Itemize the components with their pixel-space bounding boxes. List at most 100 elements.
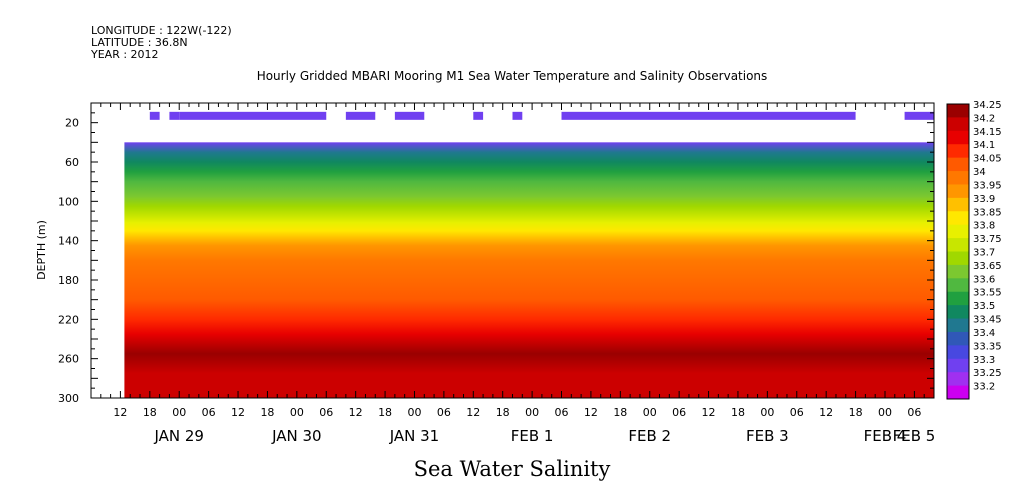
x-hour-tick-label: 00 — [760, 406, 774, 419]
y-tick-label: 60 — [65, 156, 79, 169]
colorbar-swatch — [947, 104, 969, 118]
x-hour-tick-label: 00 — [172, 406, 186, 419]
plot-area — [90, 102, 935, 399]
near-surface-segment — [473, 111, 484, 120]
x-hour-tick-label: 06 — [555, 406, 569, 419]
colorbar-frame — [946, 103, 970, 400]
x-hour-tick-label: 00 — [643, 406, 657, 419]
colorbar-swatch — [947, 264, 969, 279]
near-surface-segment — [904, 111, 934, 120]
colorbar-label: 33.4 — [973, 328, 995, 339]
colorbar-label: 33.8 — [973, 221, 995, 232]
x-day-label: JAN 30 — [271, 427, 322, 445]
x-hour-tick-label: 06 — [202, 406, 216, 419]
x-hour-tick-label: 12 — [231, 406, 245, 419]
colorbar-swatch — [947, 171, 969, 185]
latitude-label: LATITUDE : 36.8N — [91, 36, 188, 49]
near-surface-segment — [561, 111, 856, 120]
x-axis: 12 18 00 06 12 18 00 06 12 18 00 06 12 18 00 06 12 18 00 06… — [90, 103, 936, 445]
colorbar-swatch — [947, 144, 969, 159]
x-day-label: FEB 4 — [864, 427, 907, 445]
near-surface-segment — [512, 111, 523, 120]
colorbar-swatch — [947, 238, 969, 252]
x-hour-tick-label: 00 — [878, 406, 892, 419]
x-hour-tick-label: 12 — [584, 406, 598, 419]
colorbar-label: 33.35 — [973, 341, 1002, 352]
x-hour-tick-label: 12 — [113, 406, 127, 419]
x-hour-tick-label: 12 — [702, 406, 716, 419]
y-tick-label: 220 — [58, 313, 79, 326]
longitude-label: LONGITUDE : 122W(-122) — [91, 24, 232, 37]
colorbar-label: 34.2 — [973, 113, 995, 124]
x-hour-tick-label: 18 — [613, 406, 627, 419]
colorbar-swatch — [947, 291, 969, 306]
x-axis-label: Sea Water Salinity — [414, 457, 611, 481]
near-surface-segment — [179, 111, 327, 120]
x-day-label: FEB 2 — [628, 427, 671, 445]
x-day-label: JAN 29 — [153, 427, 204, 445]
x-hour-tick-label: 12 — [466, 406, 480, 419]
x-hour-tick-label: 06 — [437, 406, 451, 419]
x-hour-tick-label: 06 — [672, 406, 686, 419]
colorbar-swatch — [947, 130, 969, 145]
colorbar-label: 33.25 — [973, 368, 1002, 379]
x-hour-tick-label: 18 — [731, 406, 745, 419]
colorbar-label: 33.6 — [973, 274, 995, 285]
x-hour-tick-label: 18 — [378, 406, 392, 419]
y-tick-label: 20 — [65, 117, 79, 130]
colorbar-swatch — [947, 305, 969, 320]
x-hour-tick-label: 06 — [319, 406, 333, 419]
colorbar-label: 33.95 — [973, 180, 1002, 191]
y-tick-label: 180 — [58, 274, 79, 287]
colorbar-swatch — [947, 117, 969, 132]
colorbar-swatch — [947, 184, 969, 199]
y-tick-label: 260 — [58, 353, 79, 366]
x-hour-tick-label: 18 — [849, 406, 863, 419]
colorbar-label: 33.9 — [973, 194, 995, 205]
y-axis-label: DEPTH (m) — [35, 220, 48, 280]
colorbar-label: 33.85 — [973, 207, 1002, 218]
x-hour-tick-label: 06 — [790, 406, 804, 419]
y-tick-label: 100 — [58, 195, 79, 208]
near-surface-segment — [169, 111, 180, 120]
colorbar-label: 34.1 — [973, 140, 995, 151]
colorbar-label: 33.7 — [973, 248, 995, 259]
colorbar-legend: 34.25 34.2 34.15 34.1 34.05 34 33.95 33.9 33.85 3… — [946, 100, 1002, 400]
colorbar-swatch — [947, 211, 969, 226]
x-hour-tick-label: 12 — [819, 406, 833, 419]
colorbar-swatch — [947, 345, 969, 360]
y-tick-label: 140 — [58, 235, 79, 248]
colorbar-swatch — [947, 372, 969, 387]
colorbar-label: 34.05 — [973, 154, 1002, 165]
colorbar-swatch — [947, 318, 969, 333]
colorbar-label: 34.25 — [973, 100, 1002, 111]
colorbar-label: 33.2 — [973, 382, 995, 393]
near-surface-segment — [345, 111, 376, 120]
x-day-label: FEB 1 — [511, 427, 554, 445]
year-label: YEAR : 2012 — [90, 48, 159, 61]
x-hour-tick-label: 00 — [290, 406, 304, 419]
colorbar-swatch — [947, 157, 969, 172]
salinity-field — [124, 111, 934, 398]
colorbar-swatch — [947, 331, 969, 346]
near-surface-segment — [394, 111, 425, 120]
colorbar-swatch — [947, 197, 969, 212]
colorbar-label: 34 — [973, 167, 986, 178]
colorbar-swatch — [947, 278, 969, 293]
colorbar-swatch — [947, 358, 969, 373]
salinity-contour-fill — [124, 142, 934, 398]
x-day-label: FEB 5 — [893, 427, 936, 445]
colorbar-label: 33.5 — [973, 301, 995, 312]
x-day-label: FEB 3 — [746, 427, 789, 445]
chart-title: Hourly Gridded MBARI Mooring M1 Sea Wate… — [257, 69, 768, 83]
y-axis: 20 60 100 140 180 220 260 300 — [58, 102, 934, 405]
colorbar-label: 34.15 — [973, 127, 1002, 138]
x-hour-tick-label: 18 — [260, 406, 274, 419]
x-hour-tick-label: 06 — [907, 406, 921, 419]
colorbar-label: 33.65 — [973, 261, 1002, 272]
x-hour-tick-label: 18 — [496, 406, 510, 419]
colorbar-swatch — [947, 385, 969, 400]
near-surface-segment — [149, 111, 160, 120]
x-day-label: JAN 31 — [389, 427, 440, 445]
